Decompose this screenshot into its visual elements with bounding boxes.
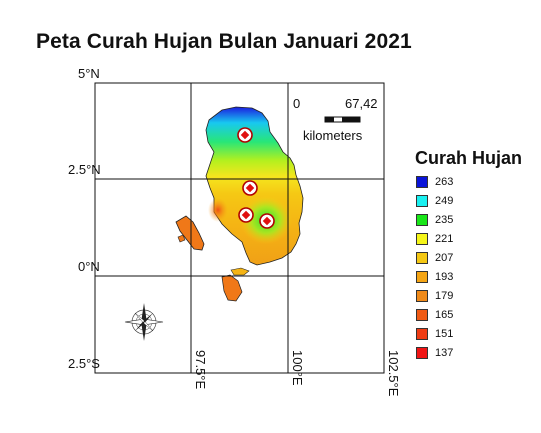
- lat-label: 2.5°S: [68, 356, 100, 371]
- legend-label: 165: [435, 309, 454, 321]
- legend-item: 137: [416, 345, 453, 361]
- station-marker-icon: [238, 207, 254, 223]
- legend-swatch: [416, 233, 428, 245]
- legend-item: 207: [416, 250, 453, 266]
- legend-label: 207: [435, 252, 454, 264]
- graticule: [95, 83, 384, 373]
- scale-start-label: 0: [293, 96, 300, 111]
- island-small-west: [177, 234, 186, 243]
- station-marker-icon: [237, 127, 253, 143]
- legend-label: 263: [435, 176, 454, 188]
- legend-swatch: [416, 252, 428, 264]
- legend-swatch: [416, 214, 428, 226]
- legend-swatch: [416, 195, 428, 207]
- legend-item: 263: [416, 174, 453, 190]
- legend-swatch: [416, 347, 428, 359]
- legend-swatch: [416, 271, 428, 283]
- legend-title: Curah Hujan: [415, 148, 523, 168]
- legend-label: 193: [435, 271, 454, 283]
- legend-item: 151: [416, 326, 453, 342]
- scale-unit-label: kilometers: [303, 128, 363, 143]
- lat-label: 0°N: [78, 259, 100, 274]
- legend-label: 235: [435, 214, 454, 226]
- lon-label: 102.5°E: [386, 350, 401, 397]
- legend-swatch: [416, 328, 428, 340]
- lat-label: 2.5°N: [68, 162, 101, 177]
- legend-label: 137: [435, 347, 454, 359]
- legend-label: 249: [435, 195, 454, 207]
- legend-label: 151: [435, 328, 454, 340]
- legend-item: 193: [416, 269, 453, 285]
- station-marker-icon: [242, 180, 258, 196]
- compass-rose-icon: [124, 303, 164, 341]
- legend-item: 235: [416, 212, 453, 228]
- scale-end-label: 67,42: [345, 96, 378, 111]
- legend-swatch: [416, 176, 428, 188]
- legend-swatch: [416, 309, 428, 321]
- legend-item: 179: [416, 288, 453, 304]
- lon-label: 100°E: [290, 350, 305, 386]
- lon-label: 97.5°E: [193, 350, 208, 390]
- island-batu-north: [230, 267, 250, 276]
- map-title: Peta Curah Hujan Bulan Januari 2021: [36, 30, 412, 53]
- legend-item: 221: [416, 231, 453, 247]
- legend-label: 179: [435, 290, 454, 302]
- legend-label: 221: [435, 233, 454, 245]
- legend-item: 165: [416, 307, 453, 323]
- scale-bar: 0 67,42 kilometers: [293, 96, 378, 143]
- legend-item: 249: [416, 193, 453, 209]
- station-marker-icon: [259, 213, 275, 229]
- lat-label: 5°N: [78, 66, 100, 81]
- legend-swatch: [416, 290, 428, 302]
